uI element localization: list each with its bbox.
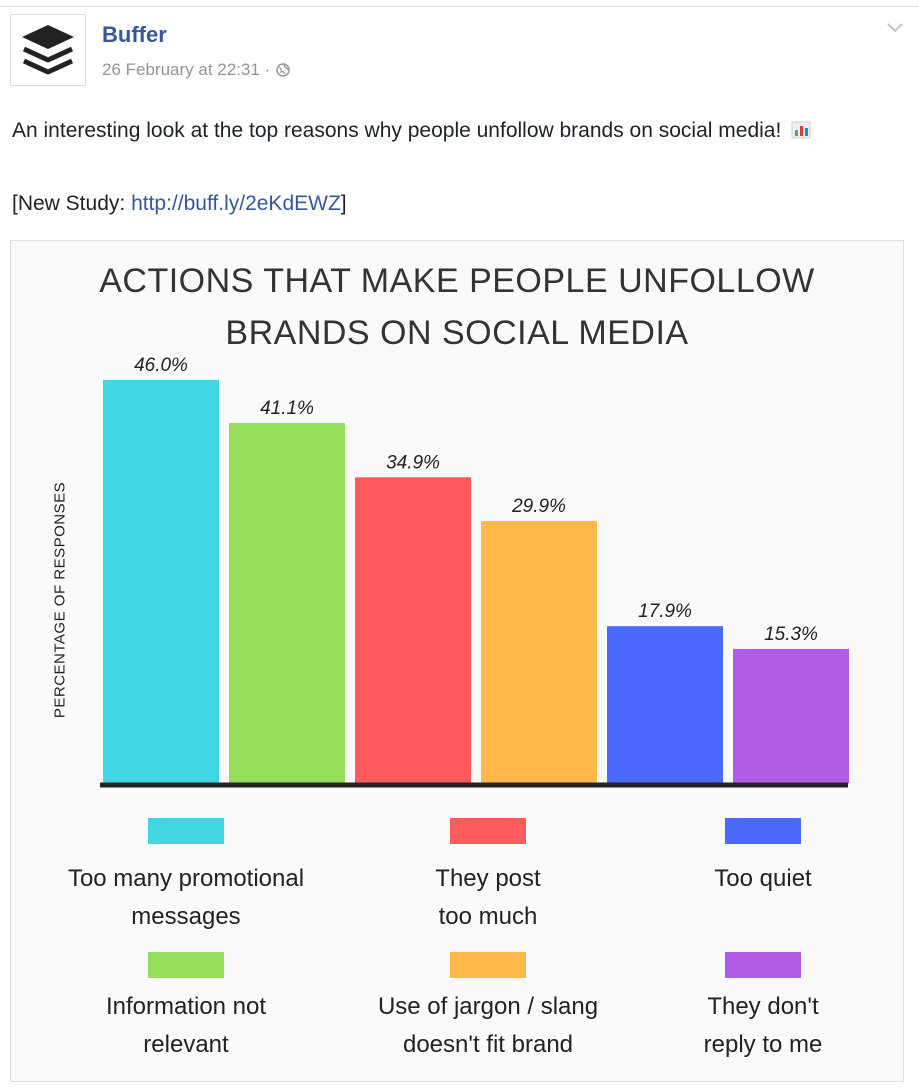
study-link[interactable]: http://buff.ly/2eKdEWZ xyxy=(131,192,341,215)
chart-title-line1: ACTIONS THAT MAKE PEOPLE UNFOLLOW xyxy=(99,262,815,300)
bar-4 xyxy=(481,521,597,783)
study-line: [New Study: http://buff.ly/2eKdEWZ] xyxy=(12,192,347,216)
bar-6 xyxy=(733,648,849,783)
study-prefix: [New Study: xyxy=(12,192,132,215)
legend-label-line2: doesn't fit brand xyxy=(402,1031,574,1058)
legend-label-line2: reply to me xyxy=(703,1031,823,1058)
post-timestamp[interactable]: 26 February at 22:31 · xyxy=(102,60,271,79)
data-label-1: 46.0% xyxy=(134,355,188,376)
legend-label-line1: Information not xyxy=(105,993,267,1020)
data-label-3: 34.9% xyxy=(386,452,440,473)
data-label-6: 15.3% xyxy=(764,624,818,645)
legend-swatch-3 xyxy=(450,818,526,844)
bar-1 xyxy=(103,380,219,783)
data-label-4: 29.9% xyxy=(511,496,566,517)
post-text: An interesting look at the top reasons w… xyxy=(12,114,892,147)
chevron-down-icon[interactable] xyxy=(884,18,906,38)
buffer-logo-icon xyxy=(22,25,74,75)
page-avatar[interactable] xyxy=(10,14,86,86)
legend-label-line1: They don't xyxy=(707,993,819,1020)
post-meta: 26 February at 22:31 · xyxy=(102,60,290,80)
legend-swatch-1 xyxy=(148,818,224,844)
data-label-2: 41.1% xyxy=(260,398,314,419)
legend-swatch-6 xyxy=(725,952,801,978)
legend-label-5: Too quiet xyxy=(613,860,913,898)
legend-label-line1: Use of jargon / slang xyxy=(377,993,599,1020)
top-divider xyxy=(0,6,919,7)
bar-5 xyxy=(607,626,723,783)
data-label-5: 17.9% xyxy=(638,601,692,622)
legend-label-4: Use of jargon / slang doesn't fit brand xyxy=(338,988,638,1064)
bar-chart-emoji-icon xyxy=(791,121,811,139)
legend-label-line1: Too quiet xyxy=(714,865,812,892)
legend-label-line2: relevant xyxy=(143,1031,229,1058)
bar-3 xyxy=(355,477,471,783)
legend-label-line2: too much xyxy=(438,903,538,930)
study-suffix: ] xyxy=(340,192,347,215)
legend-swatch-2 xyxy=(148,952,224,978)
chart-title-line2: BRANDS ON SOCIAL MEDIA xyxy=(225,314,689,352)
globe-icon[interactable] xyxy=(276,63,290,77)
legend-label-3: They post too much xyxy=(338,860,638,936)
page-name-link[interactable]: Buffer xyxy=(102,22,167,47)
post-body: An interesting look at the top reasons w… xyxy=(12,119,782,142)
legend-label-2: Information not relevant xyxy=(36,988,336,1064)
bar-2 xyxy=(229,422,345,783)
legend-label-6: They don't reply to me xyxy=(613,988,913,1064)
legend-swatch-5 xyxy=(725,818,801,844)
legend-label-line2: messages xyxy=(131,903,241,930)
legend-label-line1: Too many promotional xyxy=(67,865,305,892)
legend-label-1: Too many promotional messages xyxy=(36,860,336,936)
legend-swatch-4 xyxy=(450,952,526,978)
legend-label-line1: They post xyxy=(435,865,541,892)
